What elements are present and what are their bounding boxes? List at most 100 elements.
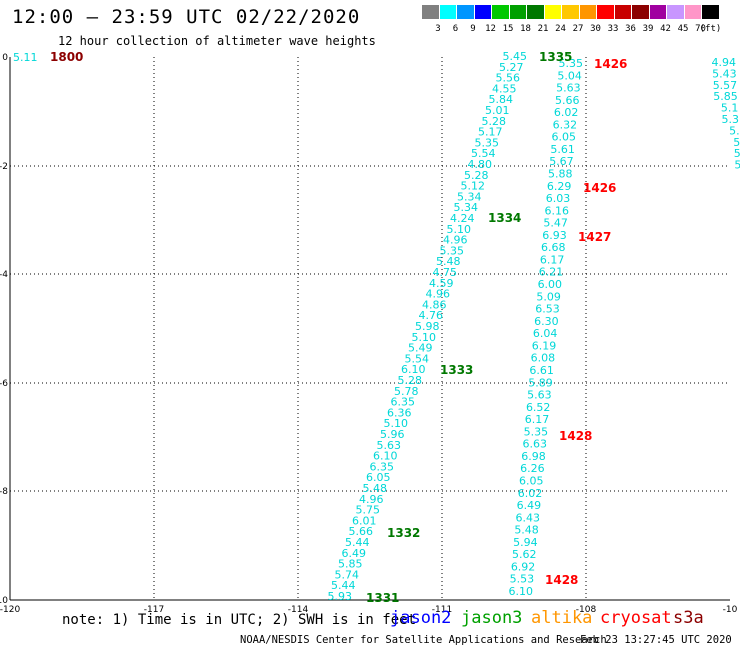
swh-value: 6.00 [538, 278, 563, 291]
swh-value: 5.17 [478, 126, 503, 139]
swh-value: 5.94 [513, 536, 538, 549]
swh-value: 5.74 [335, 568, 360, 581]
legend-swatch [667, 5, 684, 19]
swh-value: 6.53 [535, 303, 560, 316]
legend-swatch [684, 5, 701, 19]
x-tick-label: -120 [0, 605, 20, 615]
swh-value: 6.32 [553, 118, 578, 131]
swh-value: 6.61 [529, 364, 554, 377]
legend-label: 33 [607, 24, 619, 34]
legend-swatch [474, 5, 491, 19]
legend-label: 42 [660, 24, 671, 34]
credit-text: NOAA/NESDIS Center for Satellite Applica… [240, 634, 607, 646]
legend-label: 39 [642, 24, 654, 34]
swh-value: 5.10 [447, 223, 472, 236]
swh-value: 6.36 [387, 406, 412, 419]
swh-value: 4.94 [712, 56, 737, 69]
swh-value: 5.63 [556, 82, 581, 95]
swh-value: 4.96 [359, 493, 384, 506]
swh-value: 5.49 [408, 342, 433, 355]
legend-swatch [439, 5, 456, 19]
swh-value: 6.17 [525, 413, 550, 426]
swh-value: 5. [729, 124, 740, 137]
swh-value: 6.04 [533, 327, 558, 340]
swh-value: 5.3 [722, 113, 740, 126]
swh-value: 5.53 [510, 573, 535, 586]
swh-value: 5.35 [440, 244, 465, 257]
legend-swatch [527, 5, 544, 19]
swh-value: 5.88 [548, 168, 573, 181]
swh-value: 5.12 [461, 180, 486, 193]
legend-swatch [457, 5, 474, 19]
swh-value: 5.28 [464, 169, 489, 182]
time-label: 1334 [488, 211, 521, 225]
swh-value: 5.11 [13, 51, 38, 64]
legend-label: 3 [435, 24, 441, 34]
swh-value: 5.84 [489, 93, 514, 106]
legend-swatch [562, 5, 579, 19]
swh-value: 6.05 [366, 471, 391, 484]
satellite-name: altika [531, 608, 593, 628]
swh-value: 6.52 [526, 401, 551, 414]
swh-value: 5.04 [557, 69, 582, 82]
swh-value: 5.09 [536, 290, 561, 303]
swh-value: 6.05 [552, 131, 577, 144]
x-tick-label: -111 [432, 605, 452, 615]
satellite-name: cryosat [600, 608, 672, 628]
legend-swatch [544, 5, 561, 19]
swh-value: 5.45 [503, 50, 528, 63]
legend-label: 18 [520, 24, 531, 34]
x-tick-label: -108 [576, 605, 597, 615]
swh-value: 6.02 [554, 106, 579, 119]
time-label: 1332 [387, 526, 420, 540]
time-label: 1427 [578, 230, 611, 244]
swh-value: 5.10 [412, 331, 437, 344]
swh-value: 5.28 [482, 115, 507, 128]
map-title: 12:00 – 23:59 UTC 02/22/2020 [12, 6, 361, 28]
satellite-name: s3a [673, 608, 704, 628]
swh-value: 5.54 [405, 352, 430, 365]
swh-value: 5.63 [527, 389, 552, 402]
legend-swatch [509, 5, 526, 19]
swh-value: 6.35 [391, 396, 416, 409]
swh-value: 5.10 [384, 417, 409, 430]
legend-label: 12 [485, 24, 496, 34]
swh-value: 5 [734, 159, 740, 172]
legend-label: 21 [537, 24, 549, 34]
swh-value: 5.34 [454, 201, 479, 214]
axis-ticks: -120 -117 -114 -111 -108 -10 0 -2 -4 -6 -8 -10 [0, 53, 738, 615]
time-label: 1426 [594, 57, 627, 71]
legend-swatch [597, 5, 614, 19]
swh-value: 5.57 [713, 79, 738, 92]
swh-value: 5.48 [363, 482, 388, 495]
swh-value: 6.19 [532, 339, 557, 352]
y-tick-label: 0 [2, 53, 8, 63]
time-labels: 1800 1335 1426 1426 1334 1427 1333 1428 1332 1428… [50, 50, 627, 605]
swh-value: 5.66 [555, 94, 580, 107]
swh-value: 5.67 [549, 155, 574, 168]
legend-label: 27 [572, 24, 584, 34]
x-tick-label: -117 [144, 605, 164, 615]
swh-value: 5.35 [559, 57, 584, 70]
time-label: 1335 [539, 50, 572, 64]
time-label: 1428 [545, 573, 578, 587]
swh-value: 6.17 [540, 253, 565, 266]
swh-value: 6.10 [401, 363, 426, 376]
legend-swatch [632, 5, 649, 19]
swh-value: 5.85 [338, 558, 363, 571]
swh-value: 5.63 [377, 439, 402, 452]
swh-value: 6.49 [342, 547, 367, 560]
legend-swatch [579, 5, 596, 19]
swh-value: 4.96 [443, 234, 468, 247]
swh-value: 4.75 [433, 266, 458, 279]
swh-value: 6.01 [352, 514, 377, 527]
y-tick-label: -8 [0, 487, 8, 497]
map-grid [9, 57, 730, 601]
swh-value: 6.10 [509, 585, 534, 598]
swh-value: 6.43 [515, 511, 540, 524]
swh-value: 6.03 [546, 192, 571, 205]
legend-label: 45 [677, 24, 689, 34]
swh-value: 5.96 [380, 428, 405, 441]
swh-value: 6.92 [511, 560, 536, 573]
swh-value: 5.28 [398, 374, 423, 387]
